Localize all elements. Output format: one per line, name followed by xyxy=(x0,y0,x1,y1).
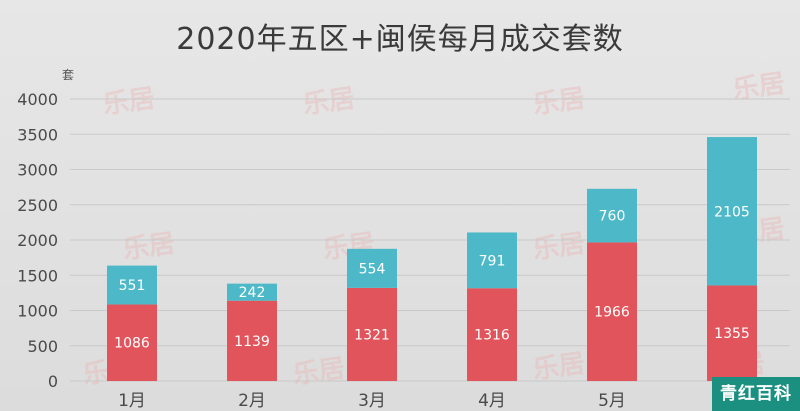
watermark-text: 乐居 xyxy=(291,354,347,391)
watermark-text: 乐居 xyxy=(301,84,357,121)
bar-value-label: 554 xyxy=(359,261,386,277)
bar-segment xyxy=(707,137,757,286)
x-tick-label: 4月 xyxy=(478,391,506,411)
bar-segment xyxy=(107,265,157,305)
y-tick-label: 3000 xyxy=(17,161,58,180)
y-tick-label: 0 xyxy=(48,372,58,391)
bar-value-label: 1139 xyxy=(234,334,270,350)
x-tick-label: 5月 xyxy=(598,391,626,411)
bar-segment xyxy=(587,242,637,381)
watermark-text: 乐居 xyxy=(101,84,157,121)
bar-segment xyxy=(347,248,397,288)
bar-value-label: 1316 xyxy=(474,328,510,344)
bar-value-label: 1086 xyxy=(114,336,150,352)
y-tick-label: 1000 xyxy=(17,302,58,321)
gridlines xyxy=(70,98,790,382)
bar-segment xyxy=(227,283,277,301)
bar-value-label: 1966 xyxy=(594,305,630,321)
y-tick-label: 2500 xyxy=(17,196,58,215)
bar-segment xyxy=(467,288,517,381)
watermark-text: 乐居 xyxy=(121,229,177,266)
y-axis-unit-label: 套 xyxy=(62,68,75,82)
y-axis-ticks: 0 500 1000 1500 2000 2500 3000 3500 4000 xyxy=(17,90,58,391)
bar-value-label: 760 xyxy=(599,209,626,225)
bar-segment xyxy=(587,188,637,243)
watermark-text: 乐居 xyxy=(731,69,787,106)
chart-title: 2020年五区+闽侯每月成交套数 xyxy=(176,22,624,57)
y-tick-label: 3500 xyxy=(17,125,58,144)
x-tick-label: 3月 xyxy=(358,391,386,411)
bar-segment xyxy=(467,232,517,289)
bars: 1086 551 1139 242 1321 554 1316 791 1966 760 1355 2… xyxy=(107,137,757,381)
bar-segment xyxy=(347,287,397,381)
bar-value-label: 1355 xyxy=(714,326,750,342)
watermark-text: 乐居 xyxy=(531,229,587,266)
bar-value-label: 242 xyxy=(239,285,266,301)
y-tick-label: 2000 xyxy=(17,231,58,250)
y-tick-label: 1500 xyxy=(17,266,58,285)
watermark-text: 乐居 xyxy=(531,84,587,121)
bar-segment xyxy=(227,300,277,381)
bar-segment xyxy=(107,304,157,381)
bar-value-label: 2105 xyxy=(714,204,750,220)
bar-segment xyxy=(707,285,757,381)
bar-value-label: 791 xyxy=(479,253,506,269)
y-tick-label: 500 xyxy=(27,337,58,356)
x-tick-label: 1月 xyxy=(118,391,146,411)
x-axis-ticks: 1月2月3月4月5月6月 xyxy=(118,391,746,411)
bar-value-label: 551 xyxy=(119,278,146,294)
site-badge: 青红百科 xyxy=(712,377,800,411)
y-tick-label: 4000 xyxy=(17,90,58,109)
bar-value-label: 1321 xyxy=(354,327,390,343)
x-tick-label: 2月 xyxy=(238,391,266,411)
watermark-layer: 乐居乐居乐居乐居乐居乐居乐居乐居乐居乐居乐居乐居 xyxy=(81,69,787,391)
watermark-text: 乐居 xyxy=(531,349,587,386)
